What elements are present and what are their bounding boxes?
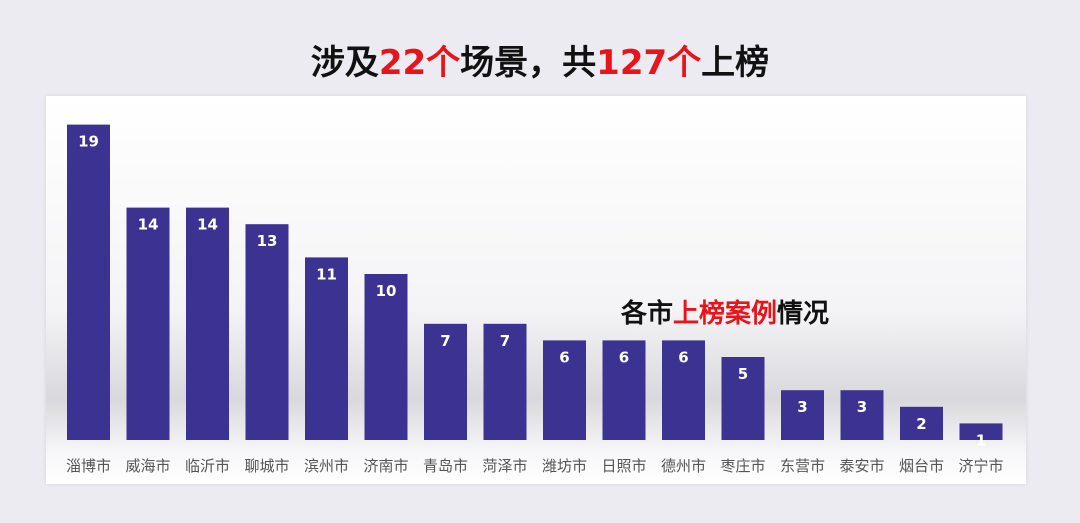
headline-total-count: 127个 bbox=[596, 43, 702, 83]
bar-value-label-13: 3 bbox=[797, 398, 807, 416]
bar-value-label-4: 13 bbox=[257, 232, 278, 250]
bar-16 bbox=[959, 423, 1003, 440]
bar-11 bbox=[662, 340, 705, 440]
category-label-13: 东营市 bbox=[780, 457, 825, 475]
chart-title-highlight: 上榜案例 bbox=[673, 299, 778, 329]
bar-value-label-9: 6 bbox=[559, 348, 569, 366]
bar-value-label-8: 7 bbox=[500, 332, 510, 350]
category-label-3: 临沂市 bbox=[185, 457, 230, 475]
headline-part-1: 涉及 bbox=[310, 43, 379, 83]
bar-7 bbox=[424, 323, 467, 440]
bar-value-label-7: 7 bbox=[440, 332, 450, 350]
bar-10 bbox=[602, 340, 646, 440]
bar-value-label-6: 10 bbox=[376, 282, 397, 300]
bar-9 bbox=[543, 340, 586, 440]
bar-5 bbox=[305, 257, 348, 440]
bar-value-label-11: 6 bbox=[678, 348, 688, 366]
bar-12 bbox=[721, 357, 765, 440]
category-label-9: 潍坊市 bbox=[542, 457, 587, 475]
category-label-15: 烟台市 bbox=[899, 457, 944, 475]
bar-15 bbox=[900, 406, 943, 440]
bar-value-label-2: 14 bbox=[138, 216, 159, 234]
bar-value-label-12: 5 bbox=[738, 365, 748, 383]
bar-13 bbox=[781, 390, 824, 440]
bar-1 bbox=[67, 124, 110, 440]
bar-3 bbox=[186, 207, 229, 440]
page-headline: 涉及22个场景，共127个上榜 bbox=[0, 38, 1080, 88]
headline-part-3: 场景，共 bbox=[460, 43, 597, 83]
bar-value-label-15: 2 bbox=[916, 415, 926, 433]
bar-8 bbox=[483, 323, 527, 440]
chart-title-part-3: 情况 bbox=[777, 299, 830, 329]
category-label-4: 聊城市 bbox=[244, 457, 289, 475]
bar-4 bbox=[245, 224, 289, 440]
chart-title-part-1: 各市 bbox=[621, 299, 674, 329]
bar-value-label-16: 1 bbox=[976, 431, 986, 449]
category-label-16: 济宁市 bbox=[958, 457, 1003, 475]
headline-part-5: 上榜 bbox=[701, 43, 770, 83]
category-label-14: 泰安市 bbox=[839, 457, 884, 475]
category-label-8: 菏泽市 bbox=[482, 457, 527, 475]
bar-value-label-14: 3 bbox=[857, 398, 867, 416]
category-label-2: 威海市 bbox=[125, 457, 170, 475]
bar-chart: 19淄博市14威海市14临沂市13聊城市11滨州市10济南市7青岛市7菏泽市6潍… bbox=[66, 124, 1004, 475]
bar-value-label-1: 19 bbox=[78, 133, 99, 151]
category-label-12: 枣庄市 bbox=[720, 457, 765, 475]
bar-value-label-10: 6 bbox=[619, 348, 629, 366]
category-label-11: 德州市 bbox=[661, 457, 706, 475]
chart-panel: 19 淄博市 14 威海市 14 临沂市 13 聊城市 11 滨州市 10 济南市 7 青岛市 7 菏泽市 6 潍… bbox=[46, 96, 1026, 484]
chart-title: 各市上榜案例情况 bbox=[621, 294, 829, 334]
category-label-1: 淄博市 bbox=[66, 457, 111, 475]
bar-14 bbox=[840, 390, 884, 440]
category-label-7: 青岛市 bbox=[423, 457, 468, 475]
bar-6 bbox=[364, 274, 408, 440]
headline-scene-count: 22个 bbox=[378, 43, 461, 83]
category-label-10: 日照市 bbox=[601, 457, 646, 475]
category-label-6: 济南市 bbox=[363, 457, 408, 475]
bar-value-label-3: 14 bbox=[197, 216, 218, 234]
category-label-5: 滨州市 bbox=[304, 457, 349, 475]
bar-2 bbox=[126, 207, 170, 440]
bar-value-label-5: 11 bbox=[316, 265, 337, 283]
